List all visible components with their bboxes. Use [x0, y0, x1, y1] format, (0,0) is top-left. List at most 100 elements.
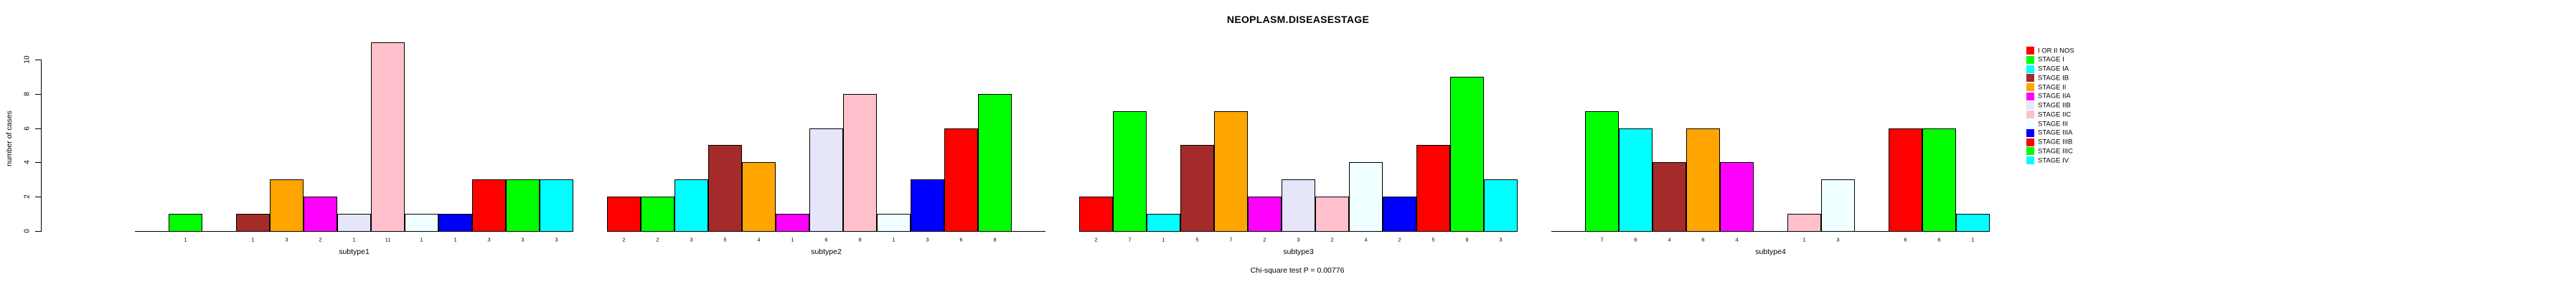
bar [1383, 197, 1416, 232]
bar-value-label: 5 [1432, 236, 1435, 243]
bar-value-label: 2 [1263, 236, 1266, 243]
legend-item-label: STAGE IB [2038, 74, 2069, 83]
legend-swatch [2026, 93, 2034, 100]
bar-value-label: 1 [184, 236, 187, 243]
legend-swatch [2026, 56, 2034, 64]
bar-value-label: 1 [892, 236, 896, 243]
bar-value-label: 6 [1904, 236, 1907, 243]
legend-swatch [2026, 147, 2034, 155]
bar-value-label: 4 [1668, 236, 1671, 243]
bar [337, 214, 371, 232]
bar [978, 94, 1012, 232]
y-tick [35, 162, 41, 163]
legend-swatch [2026, 102, 2034, 110]
bar [1248, 197, 1282, 232]
chi-square-note: Chi-square test P = 0.00776 [1250, 266, 1345, 275]
legend-swatch [2026, 120, 2034, 128]
bar [607, 197, 641, 232]
bar-value-label: 11 [385, 236, 391, 243]
bar-value-label: 1 [251, 236, 255, 243]
bar-value-label: 6 [959, 236, 963, 243]
bar-value-label: 3 [926, 236, 929, 243]
bar [708, 145, 742, 232]
bar-value-label: 1 [420, 236, 423, 243]
bar-value-label: 6 [1701, 236, 1705, 243]
bar [1720, 162, 1754, 232]
bar-value-label: 6 [824, 236, 828, 243]
bar [1821, 179, 1855, 232]
bar [1889, 128, 1922, 232]
bar-value-label: 3 [690, 236, 693, 243]
bar-value-label: 2 [319, 236, 322, 243]
chart-title: NEOPLASM.DISEASESTAGE [1226, 14, 1370, 25]
bar-value-label: 4 [1735, 236, 1739, 243]
bar [877, 214, 911, 232]
bar-value-label: 7 [1128, 236, 1132, 243]
bar [1585, 111, 1619, 232]
legend-swatch [2026, 110, 2034, 118]
bar [1787, 214, 1821, 232]
bar [1450, 77, 1484, 232]
bar-value-label: 3 [1499, 236, 1503, 243]
legend-item-label: STAGE IIIC [2038, 147, 2073, 156]
bar-value-label: 3 [555, 236, 558, 243]
bar-value-label: 1 [1802, 236, 1806, 243]
bar-value-label: 3 [487, 236, 491, 243]
bar-value-label: 2 [622, 236, 626, 243]
bar-value-label: 2 [1398, 236, 1401, 243]
bar-value-label: 1 [453, 236, 457, 243]
bar [540, 179, 573, 232]
bar [304, 197, 337, 232]
bar-value-label: 4 [1364, 236, 1368, 243]
bar [371, 42, 405, 232]
legend-item-label: STAGE IV [2038, 156, 2069, 165]
bar-value-label: 3 [1297, 236, 1300, 243]
bar [169, 214, 202, 232]
bar [1619, 128, 1653, 232]
bar [236, 214, 270, 232]
bar [1214, 111, 1248, 232]
bar [438, 214, 472, 232]
bar-value-label: 5 [723, 236, 727, 243]
legend-item-label: STAGE IA [2038, 65, 2069, 73]
bar-value-label: 3 [1836, 236, 1840, 243]
legend-item-label: STAGE I [2038, 55, 2064, 64]
legend-swatch [2026, 83, 2034, 91]
bar-value-label: 4 [757, 236, 761, 243]
bar [472, 179, 506, 232]
bar-value-label: 2 [1330, 236, 1334, 243]
y-tick [35, 94, 41, 95]
bar [944, 128, 978, 232]
legend-item-label: STAGE II [2038, 83, 2067, 92]
legend-item-label: STAGE IIIA [2038, 128, 2073, 137]
bar [674, 179, 708, 232]
group-label: subtype4 [1755, 248, 1786, 256]
group-label: subtype3 [1283, 248, 1314, 256]
legend-item-label: STAGE IIC [2038, 110, 2072, 119]
bar-value-label: 2 [656, 236, 659, 243]
y-axis-line [41, 60, 42, 232]
bar [1956, 214, 1990, 232]
bar-value-label: 3 [285, 236, 288, 243]
bar [1653, 162, 1686, 232]
bar-value-label: 2 [1094, 236, 1098, 243]
legend-swatch [2026, 65, 2034, 73]
legend-item-label: I OR II NOS [2038, 47, 2074, 55]
bar [1686, 128, 1720, 232]
group-label: subtype1 [339, 248, 370, 256]
bar [1416, 145, 1450, 232]
x-baseline [1551, 231, 1990, 232]
bar [843, 94, 877, 232]
bar-value-label: 5 [1195, 236, 1199, 243]
bar [1484, 179, 1518, 232]
bar-value-label: 8 [993, 236, 997, 243]
bar [270, 179, 304, 232]
legend-item-label: STAGE IIB [2038, 101, 2071, 110]
bar [742, 162, 776, 232]
legend-item-label: STAGE III [2038, 120, 2069, 128]
bar [1282, 179, 1315, 232]
bar [1349, 162, 1383, 232]
